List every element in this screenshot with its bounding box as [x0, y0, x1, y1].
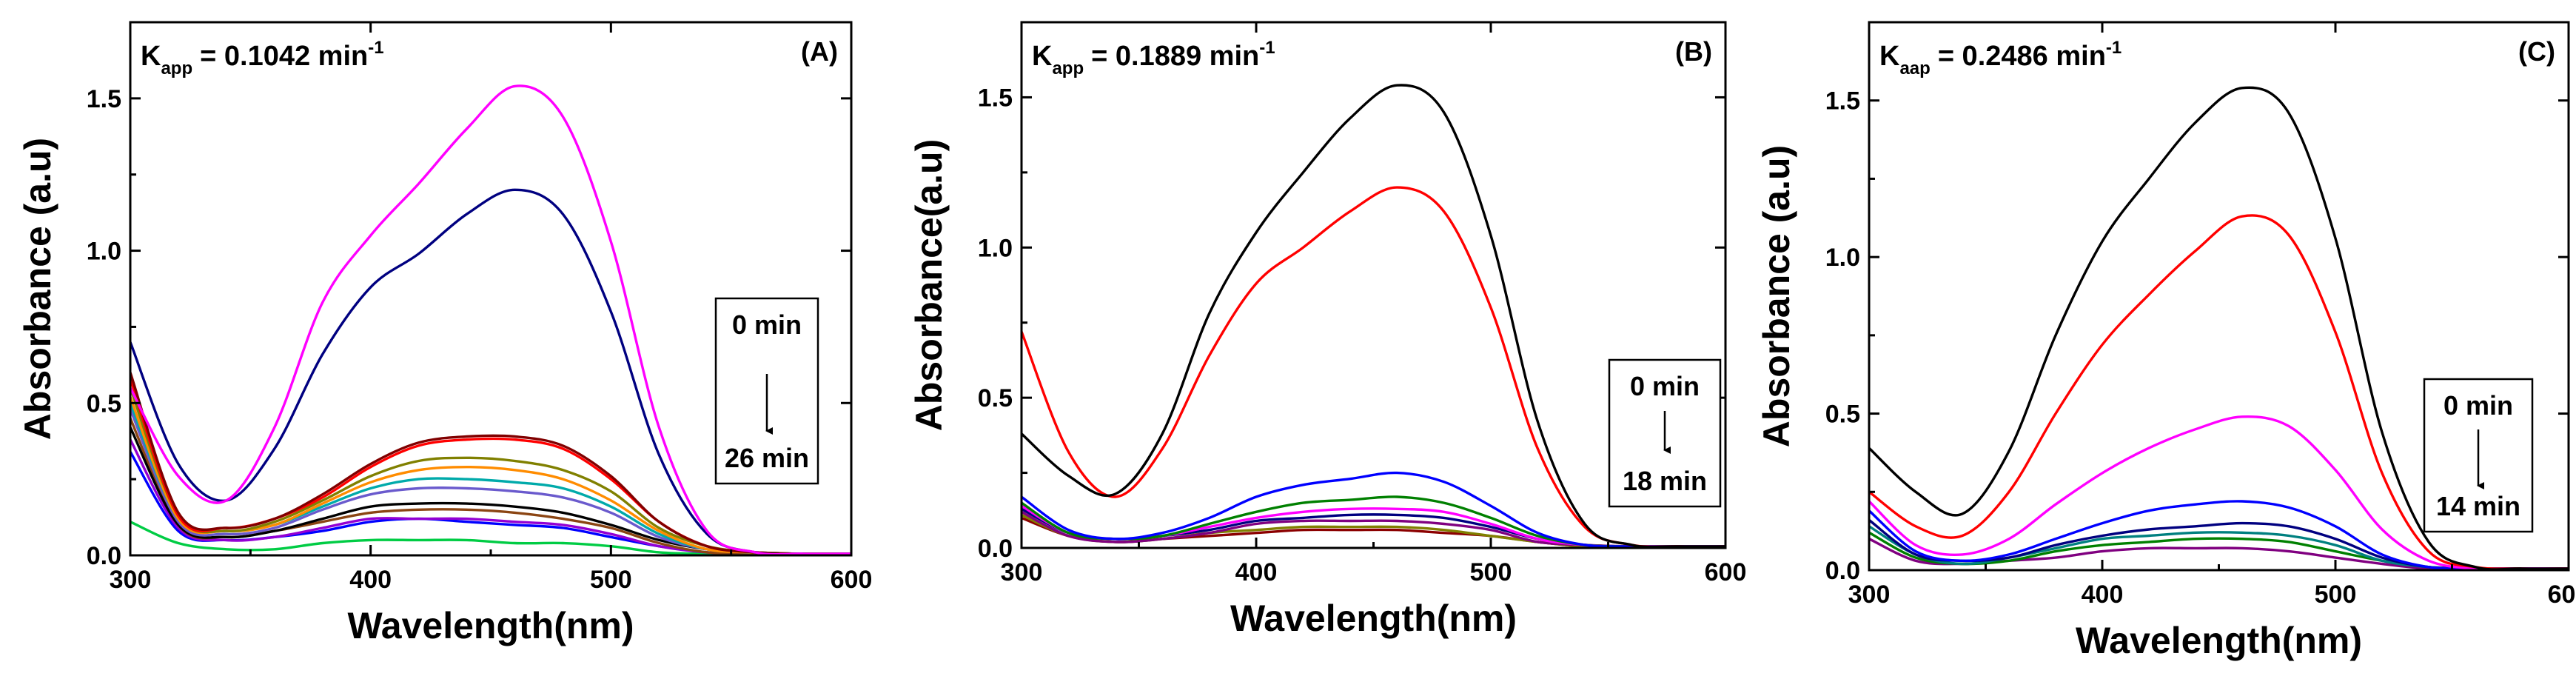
y-tick-label: 1.5 — [87, 85, 121, 113]
rate-value: = 0.1889 min — [1091, 41, 1259, 72]
series-line — [1022, 471, 1725, 548]
y-axis-title: Absorbance (a.u) — [1756, 145, 1797, 447]
rate-subscript: aap — [1899, 58, 1930, 78]
chart-panel-b: 300 400 500 600 0.0 0.5 1.0 1.5 Wavelength(nm) Ab… — [908, 21, 1747, 639]
x-tick-label: 400 — [2082, 581, 2124, 609]
y-tick-label: 0.0 — [978, 535, 1013, 563]
y-tick-label: 1.0 — [978, 234, 1013, 262]
y-tick-label: 0.0 — [1825, 557, 1860, 585]
y-tick-label: 1.0 — [87, 238, 121, 266]
y-tick-label: 1.5 — [978, 84, 1013, 112]
x-axis-title: Wavelength(nm) — [1230, 598, 1517, 639]
series-group — [130, 84, 851, 555]
legend-end-label: 26 min — [725, 443, 809, 473]
rate-symbol: K — [141, 41, 161, 72]
chart-panel-c: 300 400 500 600 0.0 0.5 1.0 1.5 Wavelength(nm) Ab… — [1756, 21, 2576, 661]
series-line — [1869, 415, 2569, 570]
x-tick-label: 500 — [590, 566, 632, 594]
x-tick-label: 300 — [1001, 558, 1043, 586]
chart-panel-a: 300 400 500 600 0.0 0.5 1.0 1.5 Wavelength(nm) Ab… — [17, 21, 873, 646]
series-line — [1869, 214, 2569, 570]
rate-symbol: K — [1032, 41, 1053, 72]
series-line — [1022, 186, 1725, 548]
time-legend: 0 min 18 min — [1608, 358, 1722, 508]
rate-subscript: app — [161, 58, 192, 78]
legend-end-label: 14 min — [2436, 491, 2520, 521]
time-legend: 0 min 14 min — [2423, 378, 2534, 533]
y-tick-label: 0.5 — [978, 384, 1013, 412]
series-line — [130, 188, 851, 555]
series-line — [1022, 84, 1725, 548]
x-tick-label: 500 — [2315, 581, 2357, 609]
time-legend: 0 min 26 min — [714, 297, 819, 485]
y-tick-label: 0.5 — [1825, 401, 1860, 429]
y-tick-label: 1.0 — [1825, 244, 1860, 272]
y-tick-label: 0.0 — [87, 542, 121, 570]
legend-start-label: 0 min — [732, 310, 802, 340]
y-tick-label: 0.5 — [87, 389, 121, 418]
y-axis-title: Absorbance (a.u) — [17, 138, 58, 440]
x-tick-label: 400 — [1235, 558, 1278, 586]
y-axis-title: Absorbance(a.u) — [908, 139, 950, 432]
series-line — [1869, 500, 2569, 570]
series-line — [130, 372, 851, 555]
panel-label: (B) — [1675, 36, 1712, 67]
rate-value: = 0.2486 min — [1938, 41, 2106, 72]
rate-exponent: -1 — [2106, 38, 2121, 58]
x-tick-label: 500 — [1470, 558, 1512, 586]
x-tick-label: 600 — [831, 566, 873, 594]
rate-constant-label: Kaap = 0.2486 min-1 — [1879, 38, 2121, 78]
legend-end-label: 18 min — [1623, 466, 1707, 496]
rate-value: = 0.1042 min — [200, 41, 368, 72]
rate-constant-label: Kapp = 0.1042 min-1 — [141, 38, 384, 78]
y-tick-label: 1.5 — [1825, 87, 1860, 116]
series-line — [130, 84, 851, 555]
legend-start-label: 0 min — [2443, 390, 2513, 421]
panel-label: (C) — [2518, 36, 2555, 67]
rate-exponent: -1 — [368, 38, 383, 58]
x-tick-label: 300 — [1848, 581, 1891, 609]
series-group — [1022, 84, 1725, 548]
rate-exponent: -1 — [1259, 38, 1275, 58]
series-group — [1869, 86, 2569, 570]
x-tick-label: 400 — [349, 566, 392, 594]
rate-symbol: K — [1879, 41, 1900, 72]
panel-label: (A) — [801, 36, 838, 67]
series-line — [1869, 86, 2569, 570]
x-tick-label: 300 — [110, 566, 152, 594]
rate-constant-label: Kapp = 0.1889 min-1 — [1032, 38, 1275, 78]
x-axis-title: Wavelength(nm) — [347, 605, 634, 646]
rate-subscript: app — [1052, 58, 1084, 78]
legend-start-label: 0 min — [1630, 371, 1700, 401]
x-tick-label: 600 — [1705, 558, 1747, 586]
x-tick-label: 600 — [2548, 581, 2576, 609]
x-axis-title: Wavelength(nm) — [2076, 620, 2362, 661]
